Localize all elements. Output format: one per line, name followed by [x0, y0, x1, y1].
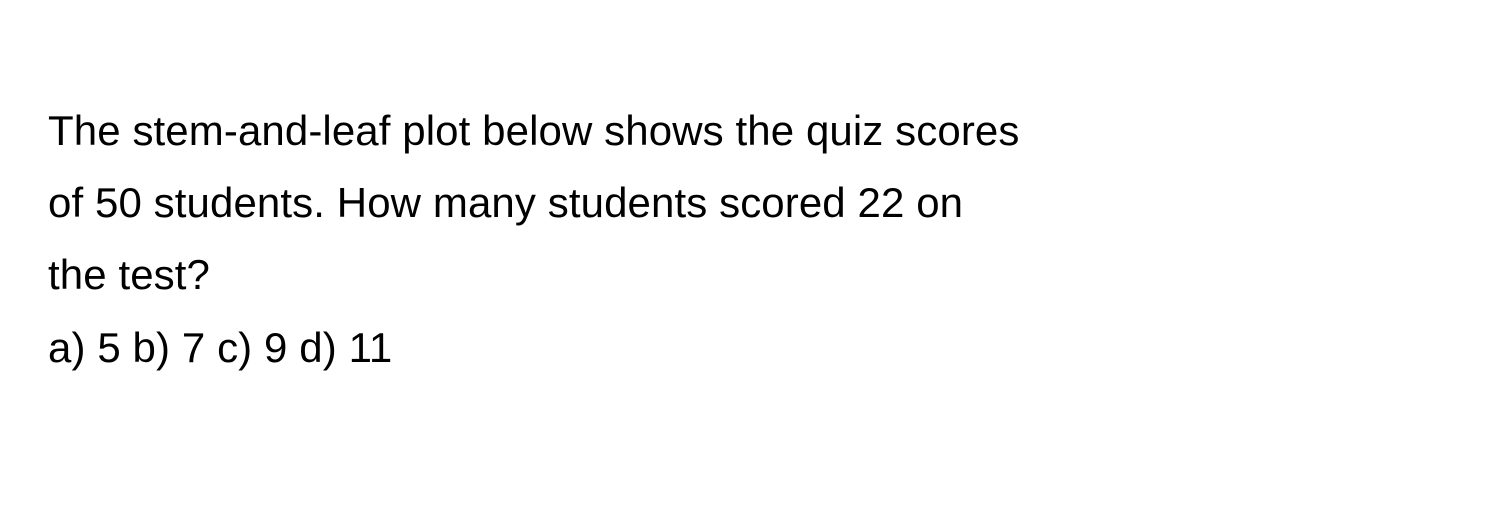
question-line-1: The stem-and-leaf plot below shows the q… [48, 95, 1452, 167]
question-line-3: the test? [48, 239, 1452, 311]
question-container: The stem-and-leaf plot below shows the q… [48, 95, 1452, 384]
question-line-2: of 50 students. How many students scored… [48, 167, 1452, 239]
answer-options: a) 5 b) 7 c) 9 d) 11 [48, 312, 1452, 384]
